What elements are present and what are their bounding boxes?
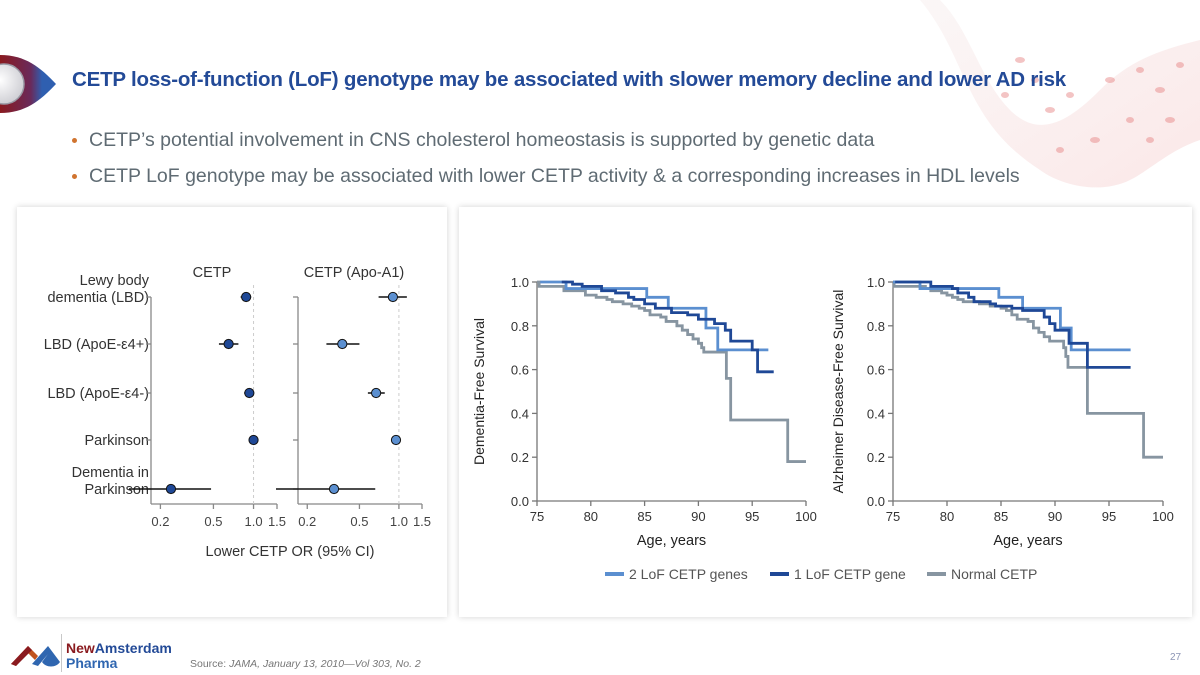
km-x-tick-label: 100	[795, 509, 817, 524]
forest-x-tick-label: 1.5	[268, 514, 286, 529]
forest-point	[371, 387, 382, 399]
survival-curves-panel: 0.0 0.2 0.4 0.6 0.8 1.0 75 80 85 90 95 100 Age, year…	[459, 207, 1192, 617]
source-citation: Source: JAMA, January 13, 2010—Vol 303, …	[190, 658, 421, 670]
forest-point	[337, 338, 348, 350]
km-x-tick-label: 95	[1102, 509, 1116, 524]
km-series-normal-cetp	[537, 280, 806, 463]
km-x-tick-label: 75	[530, 509, 544, 524]
bullet-dot-icon	[72, 173, 77, 179]
bullet-item: CETP’s potential involvement in CNS chol…	[72, 122, 1020, 158]
newamsterdam-logo-icon	[11, 646, 60, 667]
km-x-axis-title: Age, years	[637, 533, 706, 549]
category-label: LBD (ApoE-ε4+)	[44, 337, 149, 353]
km-y-tick-label: 1.0	[511, 275, 529, 290]
forest-x-tick-label: 1.0	[244, 514, 262, 529]
km-x-tick-label: 80	[940, 509, 954, 524]
km-series-1-lof-cetp-gene	[895, 280, 1131, 369]
km-y-tick-label: 0.4	[511, 406, 529, 421]
bullet-list: CETP’s potential involvement in CNS chol…	[72, 122, 1020, 194]
forest-point	[165, 483, 177, 495]
km-x-tick-label: 80	[584, 509, 598, 524]
forest-point	[328, 483, 340, 495]
forest-point	[390, 434, 402, 446]
bullet-item: CETP LoF genotype may be associated with…	[72, 158, 1020, 194]
page-number: 27	[1170, 652, 1182, 663]
category-label: Lewy body	[80, 273, 150, 289]
forest-x-tick-label: 0.2	[151, 514, 169, 529]
km-x-tick-label: 75	[886, 509, 900, 524]
km-y-tick-label: 1.0	[867, 275, 885, 290]
km-y-tick-label: 0.6	[511, 363, 529, 378]
category-label: LBD (ApoE-ε4-)	[47, 386, 149, 402]
km-x-tick-label: 90	[1048, 509, 1062, 524]
logo-amsterdam: Amsterdam	[94, 640, 172, 656]
km-y-axis-title: Alzheimer Disease-Free Survival	[830, 290, 846, 494]
forest-point	[387, 291, 399, 303]
km-x-tick-label: 90	[691, 509, 705, 524]
logo-divider	[61, 634, 62, 672]
category-label: Parkinson	[85, 433, 149, 449]
km-y-tick-label: 0.8	[511, 319, 529, 334]
bullet-text: CETP LoF genotype may be associated with…	[89, 165, 1020, 187]
km-x-tick-label: 85	[637, 509, 651, 524]
km-x-tick-label: 100	[1152, 509, 1174, 524]
km-y-tick-label: 0.8	[867, 319, 885, 334]
km-x-tick-label: 85	[994, 509, 1008, 524]
source-journal: JAMA, January 13, 2010—Vol 303, No. 2	[229, 658, 421, 670]
forest-point	[248, 434, 259, 446]
slide-title: CETP loss-of-function (LoF) genotype may…	[72, 68, 1067, 91]
km-y-tick-label: 0.4	[867, 406, 885, 421]
forest-x-tick-label: 1.0	[390, 514, 408, 529]
forest-panel-title: CETP	[193, 265, 232, 281]
bullet-dot-icon	[72, 137, 77, 143]
title-chevron-icon	[0, 55, 56, 113]
km-series-1-lof-cetp-gene	[561, 280, 774, 374]
forest-point	[244, 387, 255, 399]
logo-wordmark-line2: Pharma	[66, 655, 118, 671]
km-y-tick-label: 0.0	[867, 494, 885, 509]
legend-label: 1 LoF CETP gene	[794, 566, 906, 582]
blood-vessel-illustration	[920, 0, 1200, 188]
category-label: Parkinson	[85, 482, 149, 498]
kaplan-meier-plots: 0.0 0.2 0.4 0.6 0.8 1.0 75 80 85 90 95 100 Age, year…	[471, 275, 1174, 582]
forest-x-tick-label: 0.2	[298, 514, 316, 529]
forest-plot-panel: Lewy body dementia (LBD) LBD (ApoE-ε4+) LBD…	[17, 207, 447, 617]
km-x-axis-title: Age, years	[993, 533, 1062, 549]
forest-point	[223, 338, 234, 350]
km-y-tick-label: 0.2	[867, 450, 885, 465]
source-prefix: Source:	[190, 658, 230, 670]
km-series-normal-cetp	[892, 280, 1163, 459]
km-y-tick-label: 0.2	[511, 450, 529, 465]
km-y-axis-title: Dementia-Free Survival	[471, 318, 487, 465]
forest-x-axis-title: Lower CETP OR (95% CI)	[206, 544, 375, 560]
km-x-tick-label: 95	[745, 509, 759, 524]
forest-x-tick-label: 0.5	[204, 514, 222, 529]
logo-new: New	[66, 640, 95, 656]
km-y-tick-label: 0.6	[867, 363, 885, 378]
legend-label: Normal CETP	[951, 566, 1037, 582]
bullet-text: CETP’s potential involvement in CNS chol…	[89, 129, 875, 151]
category-label: dementia (LBD)	[47, 290, 149, 306]
category-label: Dementia in	[72, 465, 149, 481]
km-series-2-lof-cetp-genes	[893, 280, 1131, 352]
forest-panel-title: CETP (Apo-A1)	[304, 265, 404, 281]
forest-point	[241, 291, 252, 303]
forest-x-tick-label: 0.5	[350, 514, 368, 529]
km-y-tick-label: 0.0	[511, 494, 529, 509]
legend-label: 2 LoF CETP genes	[629, 566, 748, 582]
logo-wordmark-line1: NewAmsterdam	[66, 640, 172, 656]
forest-x-tick-label: 1.5	[413, 514, 431, 529]
km-series-2-lof-cetp-genes	[540, 280, 769, 352]
